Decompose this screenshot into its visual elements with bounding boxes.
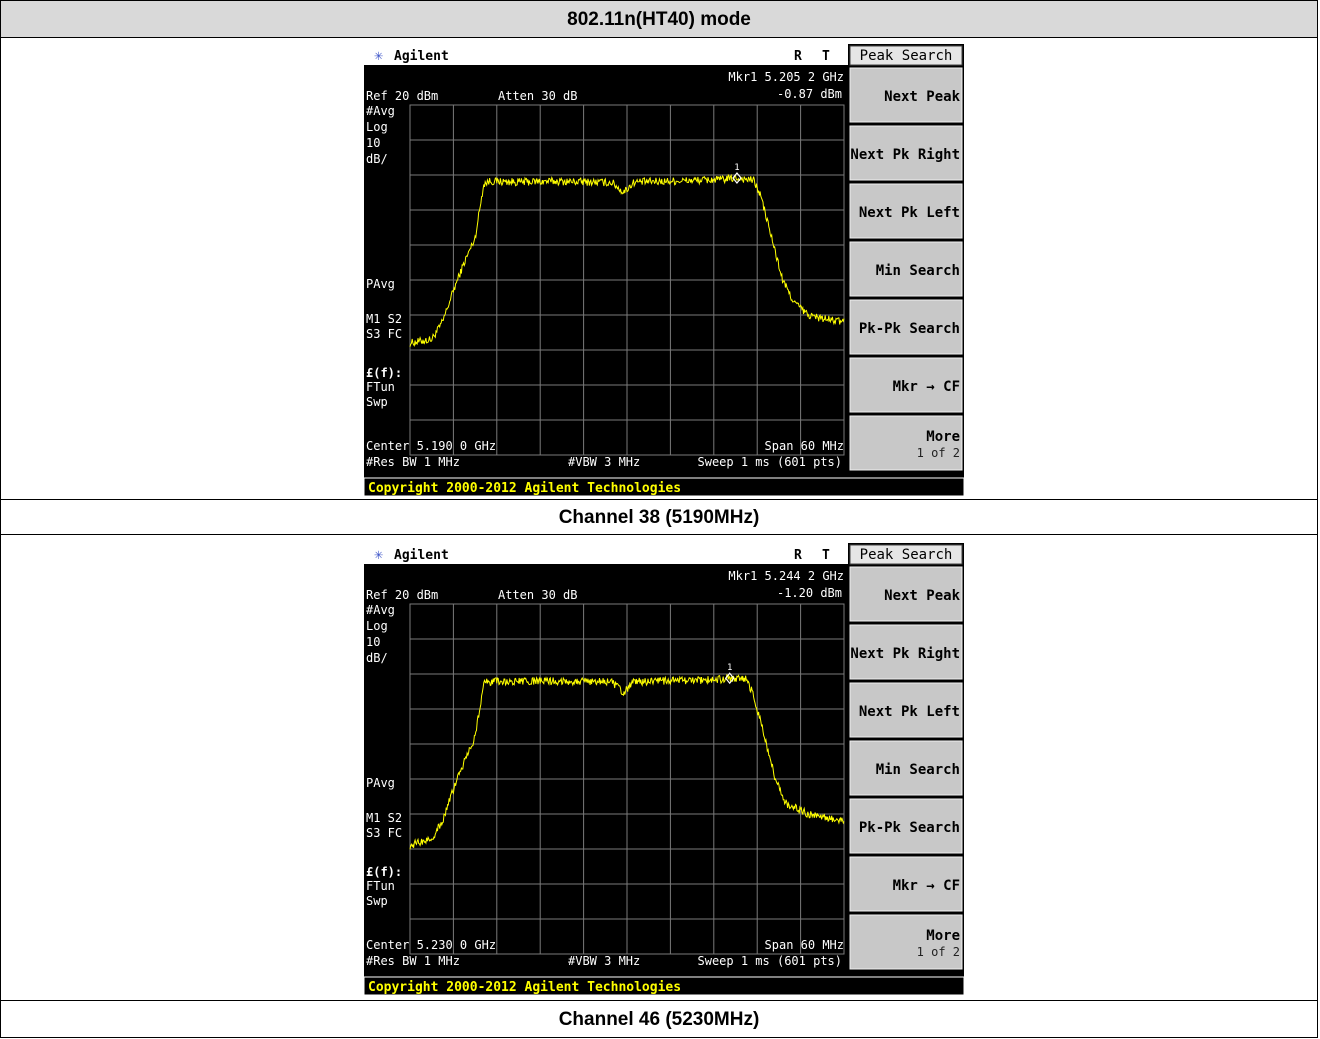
softkey-label: Pk-Pk Search [859,321,960,337]
softkey-label: Pk-Pk Search [859,820,960,836]
softkey-button[interactable] [849,856,963,912]
status-t: T [822,548,830,563]
copyright-text: Copyright 2000-2012 Agilent Technologies [368,481,681,496]
softkey-button[interactable] [849,798,963,854]
status-r: R [794,49,802,64]
caption-channel-38: Channel 38 (5190MHz) [0,499,1318,535]
softkey-label: Next Pk Right [850,646,960,662]
softkey-more-sub: 1 of 2 [917,945,960,959]
left-annotation: Log [366,619,388,633]
softkey-button[interactable] [849,624,963,680]
marker-readout-level: -0.87 dBm [777,87,842,101]
softkey-button[interactable] [849,740,963,796]
title-bar [364,543,848,564]
ftun-label: FTun [366,380,395,394]
res-bw-label: #Res BW 1 MHz [366,455,460,469]
res-bw-label: #Res BW 1 MHz [366,954,460,968]
spectrum-display-1: ✳ Agilent R T Peak Search Next Peak Next Pk Ri… [363,44,965,497]
softkey-button[interactable] [849,125,963,181]
atten-label: Atten 30 dB [498,89,577,103]
left-annotation: 10 [366,136,380,150]
m1s2-label: M1 S2 [366,312,402,326]
softkey-label: Next Pk Left [859,704,960,720]
spectrum-display-2: ✳ Agilent R T Peak Search Next Peak Next Pk Ri… [363,543,965,996]
softkey-button[interactable] [849,357,963,413]
sweep-label: Sweep 1 ms (601 pts) [698,455,843,469]
s3fc-label: S3 FC [366,327,402,341]
spectrum-trace [409,674,845,850]
marker-readout-freq: Mkr1 5.205 2 GHz [728,70,844,84]
softkey-button[interactable] [849,415,963,471]
vbw-label: #VBW 3 MHz [568,455,640,469]
softkey-label: More [926,928,960,944]
marker-readout-freq: Mkr1 5.244 2 GHz [728,569,844,583]
softkey-label: Min Search [876,263,960,279]
span-label: Span 60 MHz [765,938,844,952]
left-annotation: #Avg [366,104,395,118]
agilent-logo-icon: ✳ [374,545,383,563]
atten-label: Atten 30 dB [498,588,577,602]
softkey-button[interactable] [849,566,963,622]
softkey-more-sub: 1 of 2 [917,446,960,460]
softkey-button[interactable] [849,241,963,297]
table-header: 802.11n(HT40) mode [0,0,1318,38]
ef-label: £(f): [366,865,402,879]
softkey-label: Mkr → CF [893,379,960,395]
ftun-label: FTun [366,879,395,893]
softkey-label: Min Search [876,762,960,778]
spectrum-analyzer-screen-2: ✳ Agilent R T Peak Search Next Peak Next Pk Ri… [363,543,965,996]
left-annotation: dB/ [366,152,388,166]
softkey-button[interactable] [849,183,963,239]
softkey-title-box [849,45,963,66]
title-bar [364,44,848,65]
caption-channel-46: Channel 46 (5230MHz) [0,1000,1318,1038]
marker-diamond-icon [732,172,742,185]
sweep-label: Sweep 1 ms (601 pts) [698,954,843,968]
left-annotation: #Avg [366,603,395,617]
center-freq-label: Center 5.230 0 GHz [366,938,496,952]
spectrum-trace [409,173,845,347]
softkey-button[interactable] [849,914,963,970]
softkey-button[interactable] [849,299,963,355]
softkey-button[interactable] [849,682,963,738]
vbw-label: #VBW 3 MHz [568,954,640,968]
pavg-label: PAvg [366,277,395,291]
s3fc-label: S3 FC [366,826,402,840]
left-annotation: dB/ [366,651,388,665]
brand-label: Agilent [394,49,449,64]
left-annotation: 10 [366,635,380,649]
spectrum-analyzer-screen-1: ✳ Agilent R T Peak Search Next Peak Next Pk Ri… [363,44,965,497]
agilent-logo-icon: ✳ [374,46,383,64]
softkey-title: Peak Search [860,547,953,563]
softkey-label: More [926,429,960,445]
ref-level-label: Ref 20 dBm [366,89,438,103]
brand-label: Agilent [394,548,449,563]
status-t: T [822,49,830,64]
softkey-label: Next Pk Right [850,147,960,163]
softkey-title-box [849,544,963,565]
status-r: R [794,548,802,563]
left-annotation: Log [366,120,388,134]
swp-label: Swp [366,395,388,409]
ef-label: £(f): [366,366,402,380]
softkey-label: Mkr → CF [893,878,960,894]
pavg-label: PAvg [366,776,395,790]
marker-readout-level: -1.20 dBm [777,586,842,600]
span-label: Span 60 MHz [765,439,844,453]
softkey-label: Next Peak [884,89,960,105]
ref-level-label: Ref 20 dBm [366,588,438,602]
m1s2-label: M1 S2 [366,811,402,825]
softkey-title: Peak Search [860,48,953,64]
softkey-label: Next Pk Left [859,205,960,221]
marker-number: 1 [734,163,739,173]
softkey-button[interactable] [849,67,963,123]
copyright-text: Copyright 2000-2012 Agilent Technologies [368,980,681,995]
softkey-label: Next Peak [884,588,960,604]
marker-diamond-icon [724,672,735,685]
marker-number: 1 [727,663,732,673]
center-freq-label: Center 5.190 0 GHz [366,439,496,453]
swp-label: Swp [366,894,388,908]
